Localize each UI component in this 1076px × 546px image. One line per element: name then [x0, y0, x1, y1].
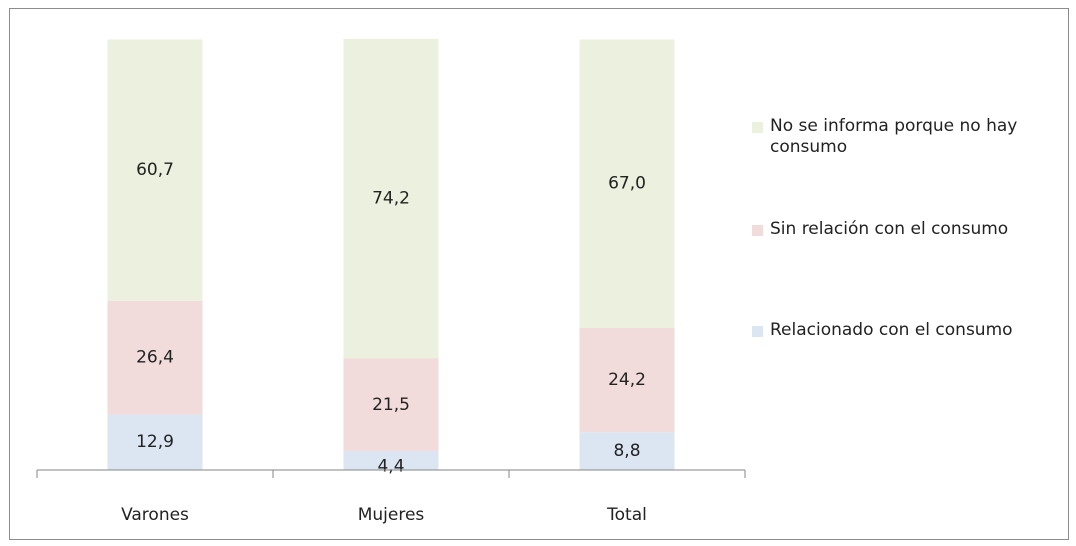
legend-swatch	[752, 326, 763, 337]
x-tick-label: Varones	[121, 505, 189, 525]
bar-segment	[343, 358, 439, 452]
bar-segment	[579, 39, 675, 328]
chart-frame	[9, 8, 1069, 540]
x-tick-label: Mujeres	[358, 505, 425, 525]
data-label: 24,2	[608, 370, 646, 390]
bar-segment	[579, 327, 675, 433]
bar-segment	[107, 39, 203, 301]
legend-label: Relacionado con el consumo	[770, 320, 1013, 340]
legend-label: No se informa porque no hay consumo	[770, 116, 1018, 157]
legend-swatch	[752, 122, 763, 133]
bar-segment	[107, 300, 203, 415]
legend-label: Sin relación con el consumo	[770, 219, 1009, 239]
data-label: 67,0	[608, 174, 646, 194]
data-label: 4,4	[377, 457, 404, 477]
bar-segment	[107, 414, 203, 470]
bar-segment	[343, 39, 439, 359]
data-label: 8,8	[613, 441, 640, 461]
data-label: 60,7	[136, 160, 174, 180]
data-label: 21,5	[372, 395, 410, 415]
data-label: 12,9	[136, 432, 174, 452]
bar-segment	[343, 451, 439, 470]
x-tick-label: Total	[606, 505, 647, 525]
data-label: 74,2	[372, 189, 410, 209]
data-label: 26,4	[136, 348, 174, 368]
legend-item: Relacionado con el consumo	[752, 320, 1062, 341]
bar-segment	[579, 432, 675, 470]
legend-item: No se informa porque no hay consumo	[752, 116, 1062, 158]
legend-item: Sin relación con el consumo	[752, 219, 1062, 240]
legend-swatch	[752, 225, 763, 236]
